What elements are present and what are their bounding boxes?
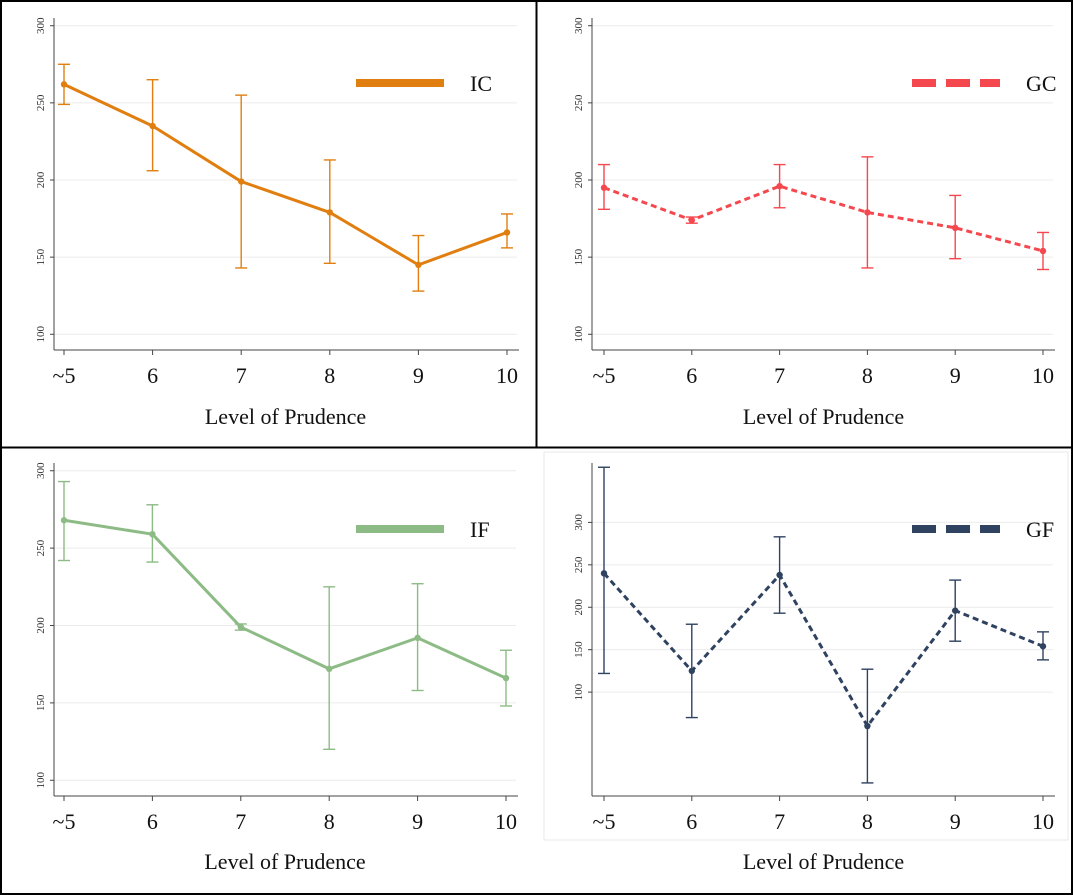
data-point	[503, 229, 511, 236]
y-tick-label: 250	[573, 94, 585, 111]
data-point	[864, 209, 871, 216]
x-tick-label: 7	[774, 363, 785, 388]
y-tick-label: 100	[35, 326, 47, 343]
y-tick-label: 200	[35, 617, 47, 634]
y-tick-label: 200	[573, 599, 585, 616]
data-point	[502, 674, 510, 682]
x-tick-label: 8	[862, 809, 873, 834]
y-tick-label: 100	[573, 326, 585, 343]
panel-ic: 100 150 200 250 300 ~5 6 7 8 9 10 Level of Prudence…	[35, 17, 519, 429]
data-point	[60, 81, 68, 88]
x-tick-label: 7	[774, 809, 785, 834]
data-point	[1039, 643, 1047, 650]
x-tick-label: 6	[686, 363, 697, 388]
series-line	[603, 184, 1044, 253]
panel-if: 100 150 200 250 300 ~5 6 7 8 9 10 Level of Prudence…	[35, 462, 518, 874]
x-tick-label: 10	[1032, 363, 1054, 388]
x-axis-label: Level of Prudence	[743, 404, 904, 429]
x-tick-label: 6	[686, 809, 697, 834]
x-axis-label: Level of Prudence	[204, 849, 365, 874]
bottom-right-panel-border	[543, 451, 1069, 841]
y-tick-label: 300	[573, 514, 585, 531]
y-tick-label: 150	[573, 641, 585, 658]
y-tick-label: 250	[35, 94, 47, 111]
data-point	[864, 722, 871, 730]
y-tick-label: 300	[35, 17, 47, 34]
y-tick-label: 300	[573, 17, 585, 34]
legend-label: IF	[470, 517, 490, 542]
y-tick-label: 150	[35, 694, 47, 711]
x-tick-label: 7	[236, 363, 247, 388]
panel-gf: 100 150 200 250 300 ~5 6 7 8 9 10 Level of Prudence…	[573, 463, 1055, 874]
x-tick-label: 9	[950, 809, 961, 834]
legend-label: GF	[1026, 517, 1054, 542]
y-tick-label: 300	[35, 462, 47, 479]
data-point	[414, 634, 421, 642]
data-point	[776, 571, 783, 579]
data-point	[60, 517, 68, 524]
x-tick-label: 8	[862, 363, 873, 388]
data-point	[688, 667, 695, 675]
x-tick-label: 8	[324, 363, 335, 388]
y-tick-label: 100	[35, 772, 47, 789]
y-tick-label: 250	[573, 556, 585, 573]
y-tick-label: 150	[35, 248, 47, 265]
data-point	[149, 530, 156, 538]
panel-gc: 100 150 200 250 300 ~5 6 7 8 9 10 Level of Prudence…	[573, 17, 1057, 429]
y-tick-label: 250	[35, 539, 47, 556]
x-tick-label: 9	[950, 363, 961, 388]
x-tick-label: 10	[1032, 809, 1054, 834]
data-point	[776, 182, 783, 190]
x-tick-label: 6	[147, 809, 158, 834]
x-tick-label: 10	[496, 363, 518, 388]
x-tick-label: 8	[324, 809, 335, 834]
data-point	[952, 607, 959, 614]
x-tick-label: ~5	[593, 809, 616, 834]
x-tick-label: 9	[412, 809, 423, 834]
data-point	[326, 665, 333, 673]
data-point	[952, 224, 959, 232]
legend-label: IC	[470, 71, 492, 96]
x-tick-label: ~5	[53, 809, 76, 834]
y-tick-label: 200	[35, 171, 47, 188]
x-axis-label: Level of Prudence	[743, 849, 904, 874]
x-tick-label: 9	[413, 363, 424, 388]
data-point	[1039, 247, 1047, 255]
data-point	[600, 570, 608, 577]
data-point	[688, 216, 695, 224]
data-point	[149, 122, 156, 130]
legend-label: GC	[1026, 71, 1057, 96]
y-tick-label: 150	[573, 248, 585, 265]
x-tick-label: ~5	[53, 363, 76, 388]
data-point	[415, 261, 422, 269]
series-line	[63, 518, 507, 680]
series-line	[63, 82, 508, 267]
x-tick-label: 10	[495, 809, 517, 834]
y-tick-label: 100	[573, 683, 585, 700]
y-tick-label: 200	[573, 171, 585, 188]
data-point	[237, 623, 244, 631]
x-tick-label: 7	[235, 809, 246, 834]
x-tick-label: ~5	[593, 363, 616, 388]
data-point	[600, 184, 608, 191]
x-tick-label: 6	[147, 363, 158, 388]
data-point	[238, 178, 245, 185]
x-axis-label: Level of Prudence	[205, 404, 366, 429]
data-point	[326, 209, 333, 216]
